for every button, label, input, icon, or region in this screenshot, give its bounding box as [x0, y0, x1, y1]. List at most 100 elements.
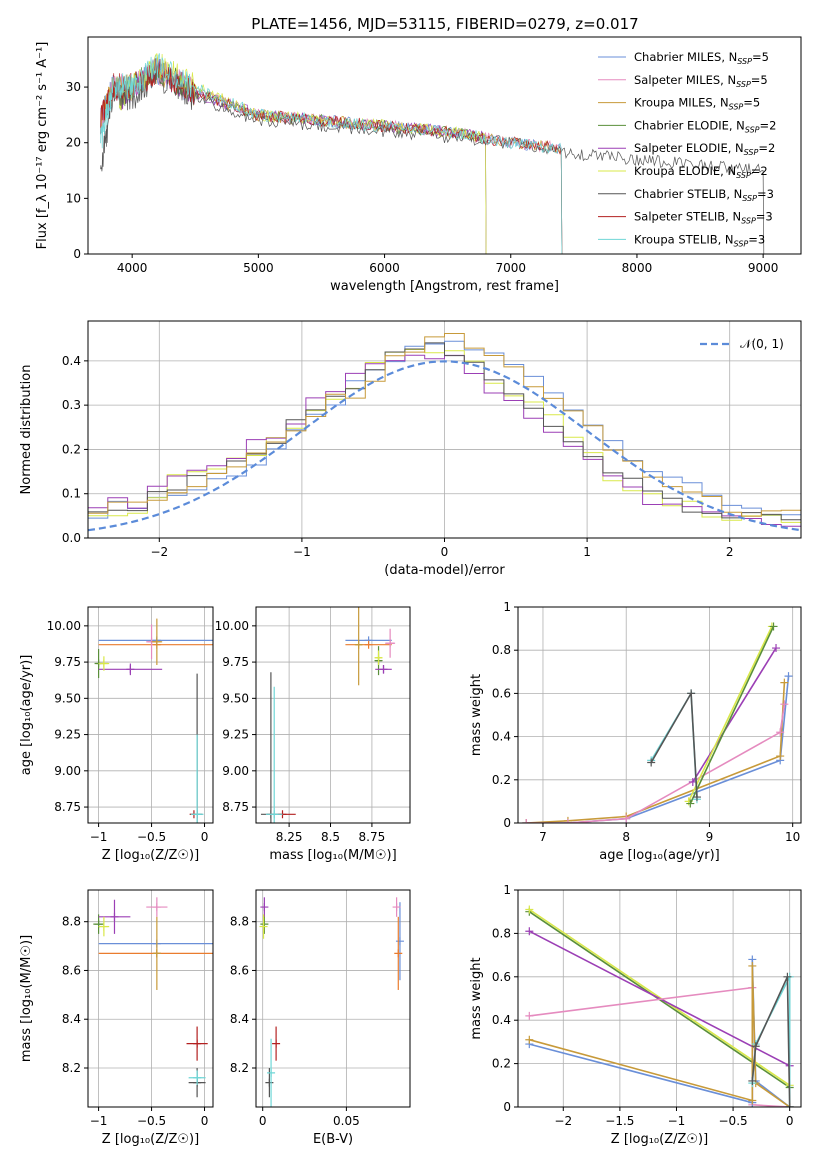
legend-label: Chabrier ELODIE, NSSP=2 [634, 118, 776, 134]
error-bar-point [265, 686, 283, 823]
point-marker [364, 640, 373, 649]
weight-marker [525, 1011, 534, 1020]
x-tick-label: −1 [90, 1114, 108, 1128]
legend-label: Kroupa STELIB, NSSP=3 [634, 232, 765, 248]
x-tick-label: 0 [201, 1114, 209, 1128]
y-tick-label: 0.4 [492, 730, 511, 744]
x-tick-label: 6000 [369, 261, 400, 275]
x-tick-label: 0 [786, 1114, 794, 1128]
x-tick-label: 4000 [117, 261, 148, 275]
mass-vs-metallicity-panel: −1 −0.5 0 8.2 8.4 8.6 8.8 Z [log₁₀(Z/Z☉)] mass [… [19, 889, 214, 1147]
x-tick-label: 8 [622, 830, 630, 844]
axes-frame [517, 889, 802, 1108]
weight-marker [525, 927, 534, 936]
plot-area [259, 897, 404, 1107]
axes-frame [87, 320, 802, 539]
weight-marker [522, 819, 531, 823]
x-tick-label: −0.5 [137, 830, 166, 844]
error-bar-point [190, 734, 204, 823]
legend-label: Kroupa ELODIE, NSSP=2 [634, 164, 768, 180]
y-tick-label: 8.4 [62, 1012, 81, 1026]
y-tick-label: 0.6 [492, 686, 511, 700]
weight-marker [748, 1096, 757, 1105]
x-tick-label: 8.75 [359, 830, 386, 844]
spectrum-legend: Chabrier MILES, NSSP=5 Salpeter MILES, NS… [598, 50, 776, 248]
y-tick-label: 0 [503, 1100, 511, 1114]
spectrum-series-line [100, 53, 563, 254]
y-tick-label: 8.75 [54, 800, 81, 814]
error-bar-point [392, 897, 401, 917]
y-tick-label: 0.2 [62, 442, 81, 456]
y-tick-label: 9.50 [54, 691, 81, 705]
x-axis-label: mass [log₁₀(M/M☉)] [269, 848, 396, 863]
y-tick-label: 9.75 [54, 655, 81, 669]
axes-frame [517, 606, 802, 824]
point-marker [152, 637, 161, 646]
y-tick-label: 30 [66, 80, 81, 94]
x-tick-label: 8000 [622, 261, 653, 275]
legend-label: Chabrier MILES, NSSP=5 [634, 50, 769, 66]
point-marker [193, 1073, 202, 1082]
error-bar-point [385, 628, 396, 658]
x-tick-label: −0.5 [719, 1114, 748, 1128]
weight-marker [686, 799, 695, 808]
point-marker [259, 922, 268, 931]
x-axis-label: age [log₁₀(age/yr)] [599, 848, 720, 863]
error-bar-point [345, 640, 392, 649]
x-tick-label: 5000 [243, 261, 274, 275]
y-tick-label: 8.8 [230, 915, 249, 929]
point-marker [193, 810, 202, 819]
y-tick-label: 9.50 [222, 691, 249, 705]
axes-frame [255, 889, 411, 1108]
y-axis-label: mass [log₁₀(M/M☉)] [19, 935, 34, 1062]
error-bar-point [188, 1070, 206, 1086]
legend-label: Chabrier STELIB, NSSP=3 [634, 187, 774, 203]
error-bar-point [151, 618, 163, 665]
error-bar-point [98, 663, 163, 676]
y-tick-label: 8.2 [62, 1061, 81, 1075]
y-tick-label: 9.25 [54, 728, 81, 742]
point-marker [267, 1068, 276, 1077]
x-axis-label: E(B-V) [313, 1132, 353, 1147]
point-marker [265, 1078, 274, 1087]
error-bar-point [394, 916, 403, 990]
y-tick-label: 1 [503, 883, 511, 897]
x-tick-label: −1 [293, 545, 311, 559]
x-tick-label: 0 [201, 830, 209, 844]
x-tick-label: 1 [583, 545, 591, 559]
plot-area [88, 333, 801, 532]
axes-frame [87, 36, 802, 255]
x-tick-label: 8.25 [276, 830, 303, 844]
y-axis-label: Normed distribution [19, 365, 34, 495]
point-marker [395, 937, 404, 946]
y-tick-label: 0 [73, 247, 81, 261]
x-tick-label: −0.5 [137, 1114, 166, 1128]
error-bar-point [152, 916, 161, 990]
point-marker [379, 665, 388, 674]
weight-marker [780, 700, 789, 709]
weight-marker [525, 1035, 534, 1044]
gaussian-curve [88, 360, 801, 532]
legend-label: Salpeter STELIB, NSSP=3 [634, 210, 773, 226]
x-axis-label: wavelength [Angstrom, rest frame] [330, 279, 559, 294]
weight-marker [776, 728, 785, 737]
point-marker [272, 1039, 281, 1048]
error-bar-point [186, 1026, 208, 1061]
point-marker [99, 659, 108, 668]
point-marker [193, 1039, 202, 1048]
error-bar-point [146, 897, 168, 917]
x-axis-label: (data-model)/error [384, 563, 505, 578]
x-tick-label: −1.5 [605, 1114, 634, 1128]
point-marker [94, 920, 103, 929]
x-axis-label: Z [log₁₀(Z/Z☉)] [102, 1132, 199, 1147]
y-tick-label: 9.00 [222, 764, 249, 778]
error-bar-point [260, 914, 269, 934]
weight-series-line [528, 930, 791, 1067]
y-tick-label: 8.6 [230, 963, 249, 977]
legend-label: Salpeter MILES, NSSP=5 [634, 73, 768, 89]
y-tick-label: 1 [503, 600, 511, 614]
legend-label: Kroupa MILES, NSSP=5 [634, 96, 760, 112]
x-tick-label: 7 [539, 830, 547, 844]
x-tick-label: −1 [668, 1114, 686, 1128]
x-tick-label: 0 [259, 1114, 267, 1128]
